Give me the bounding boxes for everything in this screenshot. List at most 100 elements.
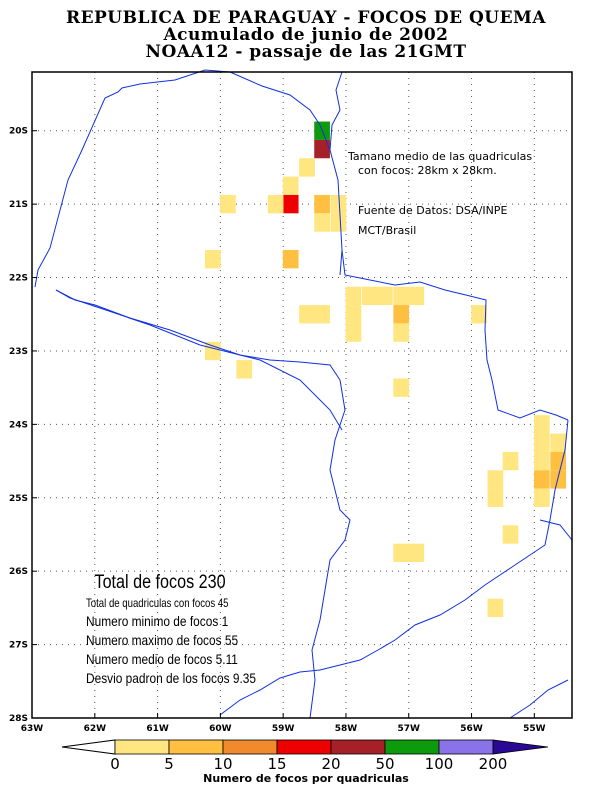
fire-cell xyxy=(393,543,410,563)
fire-cell xyxy=(314,139,330,159)
legend-swatch xyxy=(114,739,170,755)
fire-cell xyxy=(236,360,253,379)
fire-cell xyxy=(204,341,221,361)
fire-cell xyxy=(550,451,567,471)
fire-cell xyxy=(393,378,410,397)
longitude-label: 55W xyxy=(523,724,546,734)
map-frame xyxy=(31,71,573,719)
fire-cell xyxy=(393,286,410,306)
fire-cell xyxy=(314,213,330,232)
fire-cells-layer xyxy=(204,121,567,618)
pilcomayo-river xyxy=(55,289,343,431)
fire-cell xyxy=(361,286,378,306)
latitude-label: 28S xyxy=(9,714,28,724)
longitude-label: 63W xyxy=(21,724,44,734)
fire-cell xyxy=(282,250,299,269)
legend-swatch xyxy=(438,739,494,755)
fire-cell xyxy=(471,305,487,324)
longitude-label: 61W xyxy=(146,724,169,734)
fire-cell xyxy=(204,250,221,269)
fire-cell xyxy=(408,286,425,306)
latitude-label: 24S xyxy=(9,420,28,430)
fire-cell xyxy=(330,194,347,214)
parana-river xyxy=(319,419,569,671)
cell-size-note: Tamano medio de las quadriculas con foco… xyxy=(348,150,532,178)
stat-mean: Numero medio de focos 5.11 xyxy=(86,651,238,667)
longitude-label: 58W xyxy=(335,724,358,734)
fire-cell xyxy=(220,194,236,214)
fire-cell xyxy=(487,488,504,507)
fire-cell xyxy=(299,305,315,324)
border-east-apa xyxy=(341,249,569,421)
legend-swatch xyxy=(276,739,332,755)
fire-cell xyxy=(534,488,550,507)
fire-cell xyxy=(487,470,504,489)
stat-std: Desvio padron de los focos 9.35 xyxy=(86,670,257,686)
cell-size-line2: con focos: 28km x 28km. xyxy=(358,164,497,177)
latitude-labels: 20S 21S 22S 23S 24S 25S 26S 27S 28S xyxy=(9,127,37,724)
legend-swatch xyxy=(168,739,224,755)
legend-tick-label: 15 xyxy=(267,755,286,773)
fire-cell xyxy=(534,415,550,434)
fire-cell xyxy=(282,176,299,195)
stat-min: Numero minimo de focos 1 xyxy=(86,613,229,629)
statistics-box: Total de focos 230 Total de quadriculas … xyxy=(86,572,286,688)
fire-cell xyxy=(502,451,519,471)
stat-total: Total de focos 230 xyxy=(94,572,226,593)
stat-max: Numero maximo de focos 55 xyxy=(86,632,239,648)
longitude-labels: 63W 62W 61W 60W 59W 58W 57W 56W 55W xyxy=(21,713,546,734)
border-northeast xyxy=(329,71,343,151)
paraguay-border-west xyxy=(34,69,343,288)
latitude-label: 27S xyxy=(9,641,28,651)
latitude-label: 20S xyxy=(9,127,28,137)
legend-swatch xyxy=(222,739,278,755)
fire-cell xyxy=(408,543,425,563)
longitude-label: 56W xyxy=(460,724,483,734)
latitude-label: 21S xyxy=(9,200,28,210)
fire-cell xyxy=(345,323,362,342)
argentina-border xyxy=(219,669,321,716)
boundaries-layer xyxy=(34,69,573,719)
fire-cell xyxy=(534,433,550,452)
map-subtitle-period: Acumulado de junio de 2002 xyxy=(163,25,449,45)
fire-cell xyxy=(487,598,504,618)
paraguay-border-south-chaco xyxy=(55,289,341,381)
legend-swatch xyxy=(330,739,386,755)
legend-arrow-high xyxy=(492,739,549,755)
legend-tick-label: 50 xyxy=(375,755,394,773)
legend-tick-label: 200 xyxy=(479,755,508,773)
latitude-label: 26S xyxy=(9,567,28,577)
fire-cell xyxy=(299,158,315,177)
fire-cell xyxy=(550,470,567,489)
color-legend: 0 5 10 15 20 50 100 200 xyxy=(61,739,549,773)
fire-cell xyxy=(345,305,362,324)
source-line2: MCT/Brasil xyxy=(358,224,417,237)
legend-tick-label: 20 xyxy=(321,755,340,773)
map-title: REPUBLICA DE PARAGUAY - FOCOS DE QUEMA xyxy=(65,8,547,28)
latitude-label: 23S xyxy=(9,347,28,357)
fire-cell xyxy=(377,286,393,306)
legend-tick-label: 10 xyxy=(213,755,232,773)
fire-cell xyxy=(502,525,519,544)
brazil-border-south xyxy=(509,679,569,719)
fire-cell xyxy=(550,433,567,452)
legend-swatch xyxy=(384,739,440,755)
fire-cell xyxy=(534,470,550,489)
latitude-label: 22S xyxy=(9,274,28,284)
fire-cell xyxy=(534,451,550,471)
brazil-border-east xyxy=(539,519,573,541)
data-source-note: Fuente de Datos: DSA/INPE MCT/Brasil xyxy=(358,201,507,241)
fire-cell xyxy=(393,305,410,324)
legend-tick-label: 5 xyxy=(164,755,174,773)
legend-tick-label: 100 xyxy=(425,755,454,773)
paraguay-river-south xyxy=(309,379,351,719)
graticule xyxy=(32,72,572,718)
legend-tick-label: 0 xyxy=(110,755,120,773)
longitude-label: 59W xyxy=(272,724,295,734)
stat-cells: Total de quadriculas con focos 45 xyxy=(86,596,229,610)
fire-cell xyxy=(314,305,330,324)
fire-cell xyxy=(330,213,347,232)
map-subtitle-satellite: NOAA12 - passaje de las 21GMT xyxy=(145,42,467,62)
cell-size-line1: Tamano medio de las quadriculas xyxy=(348,150,533,163)
